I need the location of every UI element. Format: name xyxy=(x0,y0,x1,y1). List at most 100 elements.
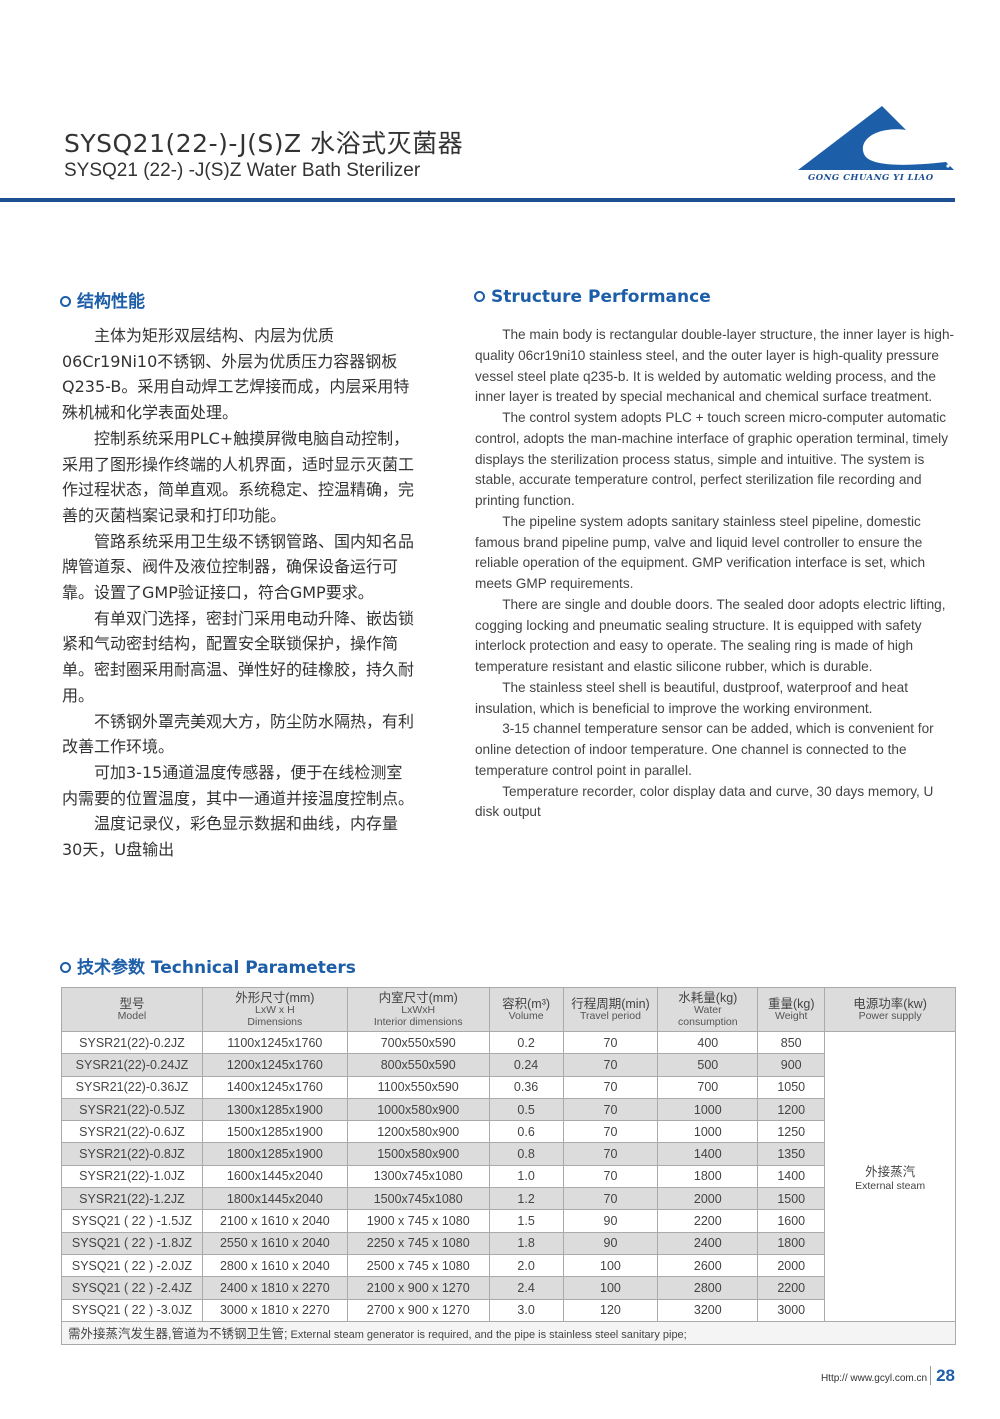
table-cell: 1800x1445x2040 xyxy=(201,1187,348,1211)
table-cell: 2.0 xyxy=(488,1253,564,1278)
header-text: 水耗量(kg) xyxy=(678,990,738,1005)
table-cell: 1.8 xyxy=(488,1231,564,1255)
bullet-circle-icon xyxy=(60,962,71,973)
svg-text:GONG CHUANG YI LIAO: GONG CHUANG YI LIAO xyxy=(808,173,934,183)
header-text: LxW x H xyxy=(255,1003,295,1016)
section-heading-cn: 结构性能 xyxy=(60,287,145,312)
table-cell: 1500x745x1080 xyxy=(346,1187,490,1211)
table-cell: 1300x745x1080 xyxy=(346,1164,490,1189)
header-text: Model xyxy=(117,1009,147,1022)
table-cell: 1600x1445x2040 xyxy=(201,1164,348,1189)
column-header: 电源功率(kw) Power supply xyxy=(824,987,956,1032)
table-cell: 2600 xyxy=(657,1253,759,1278)
header-text: Volume xyxy=(508,1009,544,1022)
table-cell: 70 xyxy=(562,1164,659,1189)
table-cell: 3000 xyxy=(757,1298,826,1322)
table-row: SYSR21(22)-0.2JZ 1100x1245x1760 700x550x59… xyxy=(61,1030,956,1322)
heading-text: 技术参数 Technical Parameters xyxy=(77,958,356,978)
table-row: SYSR21(22)-0.6JZ 1500x1285x1900 1200x580x9… xyxy=(61,1120,956,1144)
table-cell: 1400 xyxy=(757,1164,826,1189)
company-logo: GONG CHUANG YI LIAO xyxy=(798,106,954,183)
column-header: 重量(kg) Weight xyxy=(757,987,826,1032)
table-cell: 2.4 xyxy=(488,1276,564,1300)
table-row: SYSQ21 ( 22 ) -2.0JZ 2800 x 1610 x 2040 25… xyxy=(61,1253,956,1278)
column-header: 容积(m³) Volume xyxy=(488,987,564,1032)
heading-text: Structure Performance xyxy=(491,287,711,307)
table-cell: 1400x1245x1760 xyxy=(201,1075,348,1099)
table-cell: SYSQ21 ( 22 ) -2.4JZ xyxy=(61,1276,203,1300)
table-cell: 0.5 xyxy=(488,1097,564,1122)
table-cell: 3000 x 1810 x 2270 xyxy=(201,1298,348,1322)
note-cn: 需外接蒸汽发生器,管道为不锈钢卫生管; xyxy=(68,1327,288,1342)
table-cell: 1100x550x590 xyxy=(346,1075,490,1099)
table-cell: 100 xyxy=(562,1253,659,1278)
table-cell: SYSR21(22)-0.6JZ xyxy=(61,1120,203,1144)
table-cell: SYSR21(22)-1.2JZ xyxy=(61,1187,203,1211)
table-row: SYSR21(22)-0.24JZ 1200x1245x1760 800x550x5… xyxy=(61,1053,956,1077)
paragraph: 3-15 channel temperature sensor can be a… xyxy=(475,721,934,778)
table-row: SYSR21(22)-1.2JZ 1800x1445x2040 1500x745x1… xyxy=(61,1187,956,1211)
paragraph: The main body is rectangular double-laye… xyxy=(475,327,955,405)
header-text: Water xyxy=(694,1003,722,1016)
table-cell: SYSR21(22)-1.0JZ xyxy=(61,1164,203,1189)
table-cell: 1.2 xyxy=(488,1187,564,1211)
table-cell: 70 xyxy=(562,1075,659,1099)
page-title-cn: SYSQ21(22-)-J(S)Z 水浴式灭菌器 xyxy=(64,129,464,158)
table-cell: 2000 xyxy=(757,1253,826,1278)
paragraph: 主体为矩形双层结构、内层为优质06Cr19Ni10不锈钢、外层为优质压力容器钢板… xyxy=(62,326,410,423)
section-heading-en: Structure Performance xyxy=(474,287,711,307)
paragraph: 管路系统采用卫生级不锈钢管路、国内知名品牌管道泵、阀件及液位控制器，确保设备运行… xyxy=(62,531,415,603)
paragraph: 控制系统采用PLC+触摸屏微电脑自动控制，采用了图形操作终端的人机界面，适时显示… xyxy=(62,428,415,525)
table-cell: 700 xyxy=(657,1075,759,1099)
table-cell: 2200 xyxy=(757,1276,826,1300)
table-cell: 70 xyxy=(562,1053,659,1077)
table-cell: 1250 xyxy=(757,1120,826,1144)
paragraph: 不锈钢外罩壳美观大方，防尘防水隔热，有利改善工作环境。 xyxy=(62,711,415,757)
power-supply-cell: 外接蒸汽 External steam xyxy=(824,1031,956,1322)
table-cell: SYSR21(22)-0.8JZ xyxy=(61,1142,203,1166)
table-cell: 1350 xyxy=(757,1142,826,1166)
table-cell: 1500x580x900 xyxy=(346,1142,490,1166)
table-cell: 0.6 xyxy=(488,1120,564,1144)
table-cell: 1300x1285x1900 xyxy=(201,1097,348,1122)
table-cell: 120 xyxy=(562,1298,659,1322)
table-cell: SYSQ21 ( 22 ) -1.8JZ xyxy=(61,1231,203,1255)
table-row: SYSQ21 ( 22 ) -1.8JZ 2550 x 1610 x 2040 22… xyxy=(61,1231,956,1255)
website-link[interactable]: Http:// www.gcyl.com.cn xyxy=(820,1373,928,1384)
header-text: LxWxH xyxy=(401,1003,436,1016)
table-cell: 1500 xyxy=(757,1187,826,1211)
header-text: 重量(kg) xyxy=(767,996,815,1011)
table-cell: 500 xyxy=(657,1053,759,1077)
paragraph: 有单双门选择，密封门采用电动升降、嵌齿锁紧和气动密封结构，配置安全联锁保护，操作… xyxy=(62,608,415,705)
paragraph: The control system adopts PLC + touch sc… xyxy=(475,410,949,508)
table-cell: 1800x1285x1900 xyxy=(201,1142,348,1166)
table-cell: 1200x580x900 xyxy=(346,1120,490,1144)
parameters-table: 型号 Model 外形尺寸(mm) LxW x H Dimensions 内室尺寸(mm)… xyxy=(61,987,956,1345)
header-text: 电源功率(kw) xyxy=(853,996,927,1011)
table-cell: 700x550x590 xyxy=(346,1030,490,1055)
header-text: 型号 xyxy=(119,996,145,1011)
table-cell: 0.24 xyxy=(488,1053,564,1077)
note-en: External steam generator is required, an… xyxy=(290,1329,687,1342)
header-divider xyxy=(0,198,955,202)
paragraph: 可加3-15通道温度传感器，便于在线检测室内需要的位置温度，其中一通道并接温度控… xyxy=(62,762,415,808)
structure-text-en: The main body is rectangular double-laye… xyxy=(475,325,957,823)
table-cell: 900 xyxy=(757,1053,826,1077)
table-cell: 1200x1245x1760 xyxy=(201,1053,348,1077)
power-en: External steam xyxy=(855,1179,926,1192)
table-cell: SYSR21(22)-0.5JZ xyxy=(61,1097,203,1122)
bullet-circle-icon xyxy=(60,296,71,307)
table-cell: 1400 xyxy=(657,1142,759,1166)
column-header: 内室尺寸(mm) LxWxH Interior dimensions xyxy=(346,987,490,1032)
table-row: SYSQ21 ( 22 ) -1.5JZ 2100 x 1610 x 2040 19… xyxy=(61,1209,956,1233)
table-cell: 70 xyxy=(562,1142,659,1166)
table-cell: 3200 xyxy=(657,1298,759,1322)
table-cell: SYSQ21 ( 22 ) -1.5JZ xyxy=(61,1209,203,1233)
table-cell: 2700 x 900 x 1270 xyxy=(346,1298,490,1322)
header-text: 行程周期(min) xyxy=(571,996,650,1011)
power-cn: 外接蒸汽 xyxy=(865,1164,916,1179)
table-cell: 2250 x 745 x 1080 xyxy=(346,1231,490,1255)
table-cell: 90 xyxy=(562,1231,659,1255)
table-cell: SYSQ21 ( 22 ) -2.0JZ xyxy=(61,1253,203,1278)
column-header: 外形尺寸(mm) LxW x H Dimensions xyxy=(201,987,348,1032)
